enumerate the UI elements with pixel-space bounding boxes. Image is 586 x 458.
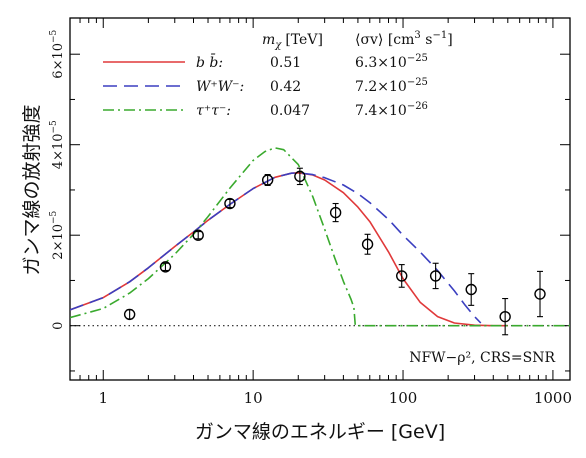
- data-marker: [499, 310, 511, 323]
- series-curve-0: [70, 172, 508, 327]
- y-axis-label: ガンマ線の放射強度: [21, 104, 43, 275]
- y-tick-labels: 0 2×10−5 4×10−5 6×10−5: [49, 29, 66, 329]
- legend-series-cross-section: 7.2×10−25: [355, 77, 428, 95]
- data-point: [224, 197, 236, 210]
- x-axis-label: ガンマ線のエネルギー [GeV]: [195, 421, 445, 443]
- legend-header-mass: mχ [TeV]: [262, 32, 323, 51]
- data-point: [294, 167, 306, 186]
- x-tick-label: 100: [389, 389, 418, 407]
- y-tick-label: 2×10−5: [49, 210, 66, 259]
- legend: mχ [TeV] ⟨σv⟩ [cm3 s−1] b b̄: 0.51 6.3×10−2…: [103, 30, 453, 119]
- x-tick-label: 1: [98, 389, 108, 407]
- plot-frame: [69, 17, 571, 381]
- data-point: [192, 229, 204, 241]
- data-point: [261, 174, 274, 186]
- data-marker: [294, 170, 306, 183]
- y-tick-label: 4×10−5: [49, 120, 66, 169]
- axis-ticks: [69, 18, 570, 380]
- data-marker: [429, 270, 442, 282]
- data-points: [123, 167, 546, 336]
- data-marker: [159, 261, 172, 273]
- x-tick-label: 1000: [534, 389, 572, 407]
- legend-series-name: τ⁺τ⁻:: [196, 103, 231, 119]
- data-marker: [329, 206, 342, 219]
- legend-series-name: b b̄:: [196, 53, 223, 71]
- x-tick-labels: 1 10 100 1000: [98, 389, 572, 407]
- data-point: [534, 270, 546, 318]
- model-annotation: NFW−ρ², CRS=SNR: [409, 350, 555, 366]
- data-marker: [224, 197, 236, 210]
- data-marker: [261, 174, 274, 186]
- data-point: [396, 264, 408, 288]
- data-point: [361, 233, 374, 255]
- data-marker: [396, 270, 408, 282]
- series-lines: [70, 147, 570, 327]
- legend-header-cross-section: ⟨σv⟩ [cm3 s−1]: [355, 30, 453, 48]
- legend-series-cross-section: 6.3×10−25: [355, 53, 428, 71]
- series-curve-2: [70, 147, 570, 327]
- legend-series-mass: 0.51: [270, 55, 301, 71]
- data-point: [159, 261, 172, 273]
- data-marker: [123, 308, 136, 321]
- series-curve-1: [70, 172, 482, 324]
- y-tick-label: 0: [51, 322, 66, 330]
- legend-rows: b b̄: 0.51 6.3×10−25 W⁺W⁻: 0.42 7.2×10−25 τ⁺τ⁻…: [103, 53, 428, 119]
- data-point: [329, 202, 342, 223]
- data-point: [429, 262, 442, 290]
- data-point: [123, 308, 136, 321]
- data-marker: [465, 283, 477, 296]
- y-tick-label: 6×10−5: [49, 29, 66, 78]
- data-marker: [361, 238, 374, 250]
- legend-series-name: W⁺W⁻:: [196, 79, 244, 95]
- legend-series-mass: 0.047: [270, 103, 310, 119]
- data-point: [465, 273, 477, 306]
- legend-series-mass: 0.42: [270, 79, 301, 95]
- data-point: [499, 297, 511, 336]
- data-marker: [192, 229, 204, 241]
- x-tick-label: 10: [244, 389, 263, 407]
- data-marker: [534, 288, 546, 300]
- legend-series-cross-section: 7.4×10−26: [355, 101, 428, 119]
